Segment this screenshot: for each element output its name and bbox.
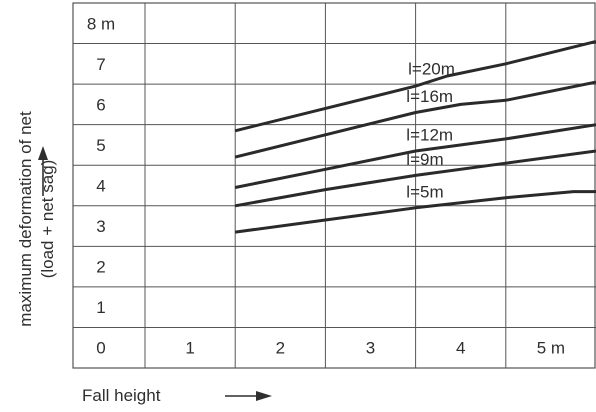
series-label: l=5m (406, 183, 443, 202)
y-tick-label: 5 (96, 136, 105, 155)
chart-series-labels: l=20m l=16m l=12m l=9m l=5m (406, 60, 455, 202)
y-tick-label: 2 (96, 258, 105, 277)
chart-series (234, 40, 596, 234)
series-line (234, 40, 596, 133)
x-tick-label: 1 (185, 339, 194, 358)
y-tick-label: 1 (96, 298, 105, 317)
series-label: l=9m (406, 150, 443, 169)
series-line (234, 80, 596, 159)
series-label: l=12m (406, 126, 453, 145)
x-tick-label: 5 m (537, 339, 565, 358)
y-tick-label: 8 m (87, 14, 115, 33)
y-axis-title-line-2: (load + net sag) (38, 160, 57, 279)
series-line (234, 149, 596, 208)
x-tick-label: 2 (276, 339, 285, 358)
y-tick-label: 6 (96, 95, 105, 114)
x-axis-title: Fall height (82, 386, 161, 405)
series-label: l=16m (406, 87, 453, 106)
chart-tick-labels: 0 1 2 3 4 5 6 7 8 m 1 2 3 4 5 m (87, 14, 565, 357)
x-axis-arrow (225, 391, 272, 401)
series-label: l=20m (408, 60, 455, 79)
y-axis-title: maximum deformation of net (load + net s… (16, 111, 57, 327)
y-tick-label: 3 (96, 217, 105, 236)
y-tick-label: 7 (96, 55, 105, 74)
x-tick-label: 3 (366, 339, 375, 358)
x-tick-label: 4 (456, 339, 465, 358)
y-tick-label: 4 (96, 177, 105, 196)
y-tick-label: 0 (96, 339, 105, 358)
y-axis-arrow (38, 146, 48, 196)
grid-frame (72, 2, 596, 369)
series-line (235, 190, 596, 234)
y-axis-title-line-1: maximum deformation of net (16, 111, 35, 327)
chart-grid (72, 2, 596, 369)
series-line (234, 123, 596, 189)
